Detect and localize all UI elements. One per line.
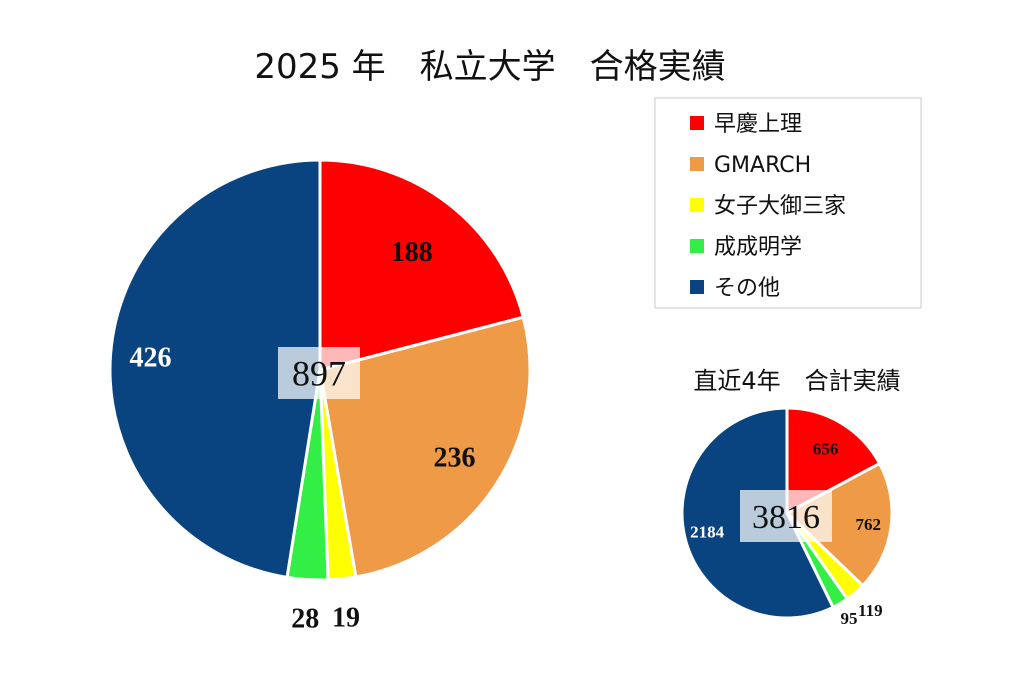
main-pie-center-total: 897 [292, 354, 346, 394]
legend-label-soukei: 早慶上理 [714, 112, 802, 137]
main-pie-value-label-seijo: 28 [291, 603, 319, 634]
main-chart-title: 2025 年 私立大学 合格実績 [254, 47, 725, 87]
small-pie-value-label-other: 2184 [690, 522, 725, 541]
small-pie-slice-gmarch [784, 461, 894, 588]
small-chart-title: 直近4年 合計実績 [693, 367, 900, 395]
small-pie-center-box [740, 490, 832, 542]
main-pie-chart: 188 236 19 28 426 897 [108, 158, 532, 634]
legend-swatch-joshi [690, 198, 704, 212]
main-pie-slice-gmarch [318, 315, 532, 579]
main-pie-value-label-soukei: 188 [391, 237, 433, 268]
small-pie-value-label-seijo: 95 [840, 609, 857, 628]
legend-label-gmarch: GMARCH [714, 153, 811, 178]
main-pie-value-label-gmarch: 236 [433, 442, 475, 473]
legend-label-joshi: 女子大御三家 [714, 194, 846, 219]
legend-label-other: その他 [714, 276, 780, 301]
legend-swatch-other [690, 280, 704, 294]
small-pie-slice-soukei [785, 406, 882, 516]
small-pie-center-total: 3816 [752, 499, 820, 536]
main-pie-value-label-other: 426 [130, 342, 172, 373]
legend-label-seijo: 成成明学 [714, 235, 802, 260]
main-pie-slice-other [108, 158, 322, 580]
main-pie-slice-soukei [318, 158, 526, 372]
legend-swatch-soukei [690, 116, 704, 130]
small-pie-value-label-gmarch: 762 [855, 515, 881, 534]
main-pie-value-label-joshi: 19 [332, 602, 360, 633]
small-pie-value-label-soukei: 656 [813, 440, 839, 459]
legend-swatch-seijo [690, 239, 704, 253]
main-pie-center-box [278, 347, 360, 399]
legend-swatch-gmarch [690, 157, 704, 171]
small-pie-value-label-joshi: 119 [858, 601, 883, 620]
